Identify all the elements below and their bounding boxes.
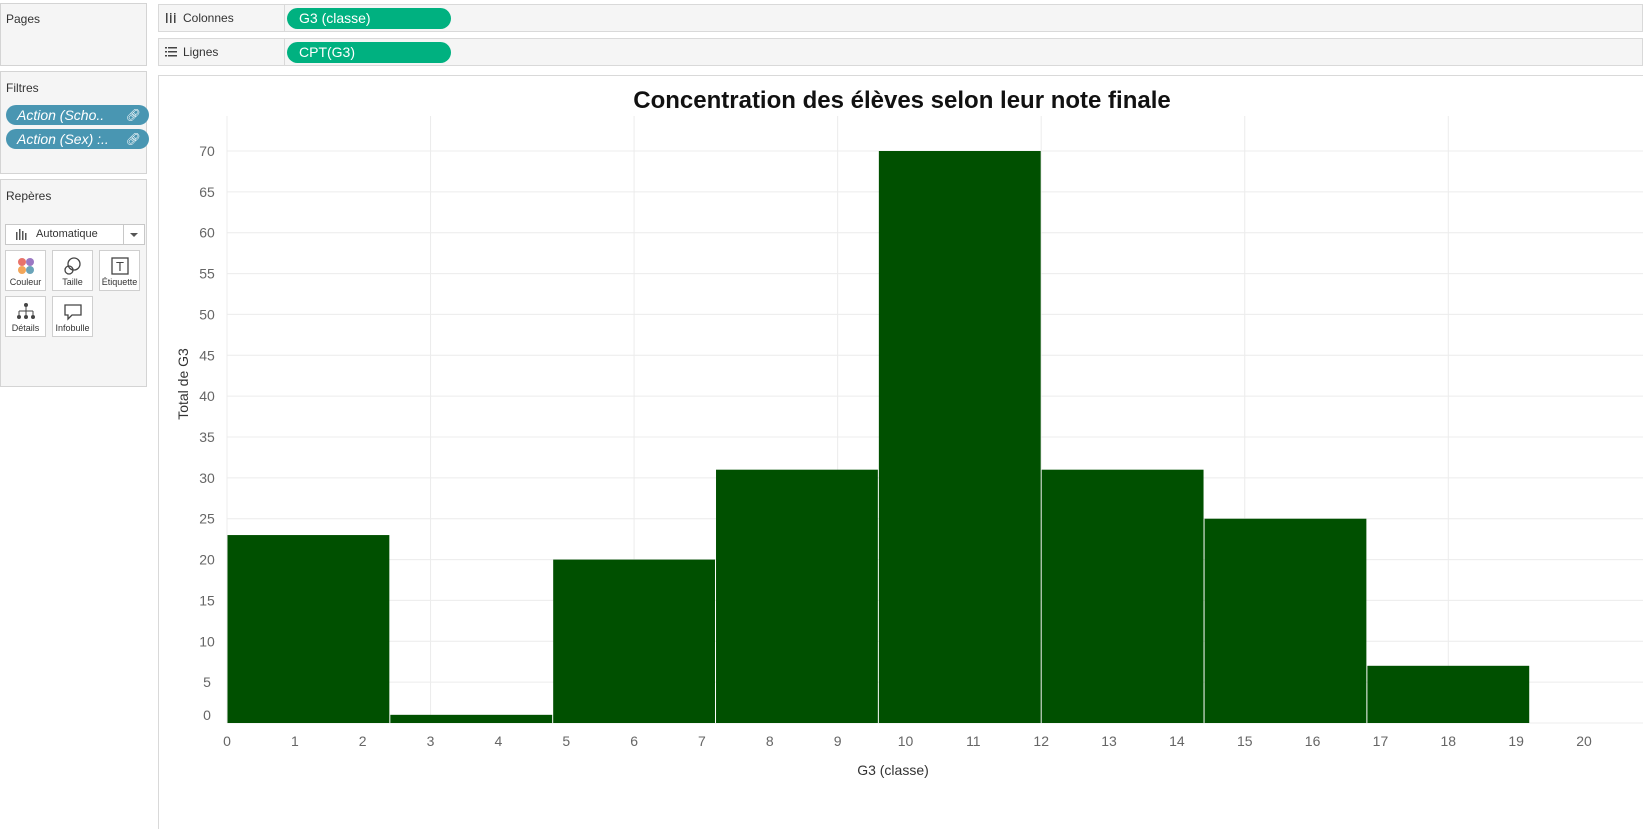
pages-panel: Pages: [0, 3, 147, 66]
mark-type-dropdown[interactable]: Automatique: [5, 224, 145, 245]
x-tick-label: 12: [1033, 733, 1049, 749]
rows-icon: [165, 47, 177, 57]
x-tick-label: 1: [291, 733, 299, 749]
filters-title: Filtres: [6, 81, 39, 95]
y-tick-label: 0: [203, 707, 211, 723]
columns-pill-g3-classe[interactable]: G3 (classe): [287, 8, 451, 29]
histogram-bar: [1204, 518, 1367, 723]
y-tick-label: 25: [199, 511, 215, 527]
filters-panel: Filtres Action (Scho.. 🔗︎ Action (Sex) :…: [0, 71, 149, 174]
filter-pill-sex[interactable]: Action (Sex) :.. 🔗︎: [6, 129, 149, 149]
rows-shelf-label: Lignes: [165, 45, 218, 59]
x-tick-label: 15: [1237, 733, 1253, 749]
x-tick-label: 8: [766, 733, 774, 749]
columns-shelf[interactable]: Colonnes G3 (classe): [158, 4, 1643, 32]
detail-hierarchy-icon: [6, 302, 45, 322]
rows-shelf[interactable]: Lignes CPT(G3): [158, 38, 1643, 66]
color-dots-icon: [6, 256, 45, 276]
histogram-bar: [390, 714, 553, 723]
filter-pill-label: Action (Sex) :..: [17, 131, 109, 147]
histogram-bar: [716, 469, 878, 723]
x-tick-label: 20: [1576, 733, 1592, 749]
x-tick-label: 10: [898, 733, 914, 749]
histogram-bar: [553, 559, 716, 723]
histogram-bar: [1041, 469, 1204, 723]
mark-type-value: Automatique: [36, 228, 98, 240]
y-tick-label: 20: [199, 552, 215, 568]
color-button-label: Couleur: [9, 277, 42, 287]
detail-button[interactable]: Détails: [5, 296, 46, 337]
size-circles-icon: [53, 256, 92, 276]
histogram-bar: [227, 535, 390, 723]
bar-chart-icon: [16, 229, 27, 240]
y-tick-label: 30: [199, 470, 215, 486]
pages-title: Pages: [6, 12, 41, 26]
x-tick-label: 7: [698, 733, 706, 749]
x-tick-label: 2: [359, 733, 367, 749]
x-axis-ticks: 0 1 2 3 4 5 6 7 8 9 10 11 12 13 14 15 16 17 18 19 20: [223, 733, 1592, 749]
y-tick-label: 40: [199, 388, 215, 404]
y-tick-label: 10: [199, 633, 215, 649]
filter-pill-label: Action (Scho..: [17, 107, 105, 123]
link-icon: 🔗︎: [125, 132, 141, 146]
color-button[interactable]: Couleur: [5, 250, 46, 291]
x-tick-label: 6: [630, 733, 638, 749]
tooltip-speech-icon: [53, 302, 92, 322]
x-tick-label: 3: [427, 733, 435, 749]
y-tick-label: 55: [199, 266, 215, 282]
dropdown-caret[interactable]: [123, 225, 144, 244]
label-t-icon: T: [100, 256, 139, 276]
rows-label-text: Lignes: [183, 45, 219, 59]
y-tick-label: 15: [199, 592, 215, 608]
columns-label-text: Colonnes: [183, 11, 234, 25]
y-axis-label: Total de G3: [175, 348, 191, 420]
x-tick-label: 13: [1101, 733, 1117, 749]
chart-title: Concentration des élèves selon leur note…: [633, 87, 1170, 114]
size-button-label: Taille: [62, 277, 83, 287]
x-tick-label: 5: [562, 733, 570, 749]
chart-area: Concentration des élèves selon leur note…: [158, 75, 1643, 829]
x-tick-label: 18: [1441, 733, 1457, 749]
tooltip-button-label: Infobulle: [55, 323, 90, 333]
size-button[interactable]: Taille: [52, 250, 93, 291]
histogram-chart[interactable]: Concentration des élèves selon leur note…: [159, 76, 1643, 829]
columns-shelf-label: Colonnes: [165, 11, 234, 25]
x-tick-label: 4: [495, 733, 503, 749]
shelf-divider: [284, 39, 285, 65]
rows-pill-cpt-g3[interactable]: CPT(G3): [287, 42, 451, 63]
link-icon: 🔗︎: [125, 108, 141, 122]
svg-text:T: T: [116, 259, 124, 274]
y-tick-label: 45: [199, 347, 215, 363]
y-tick-label: 60: [199, 225, 215, 241]
x-tick-label: 11: [966, 733, 981, 749]
y-tick-label: 50: [199, 306, 215, 322]
tooltip-button[interactable]: Infobulle: [52, 296, 93, 337]
shelf-divider: [284, 5, 285, 31]
x-tick-label: 0: [223, 733, 231, 749]
x-tick-label: 14: [1169, 733, 1185, 749]
histogram-bar: [1367, 665, 1530, 723]
y-tick-label: 5: [203, 674, 211, 690]
chart-bars: [227, 151, 1530, 723]
filter-pill-school[interactable]: Action (Scho.. 🔗︎: [6, 105, 149, 125]
columns-icon: [166, 13, 176, 23]
label-button[interactable]: T Étiquette: [99, 250, 140, 291]
x-tick-label: 9: [834, 733, 842, 749]
marks-title: Repères: [6, 189, 52, 203]
detail-button-label: Détails: [11, 323, 40, 333]
y-tick-label: 65: [199, 184, 215, 200]
histogram-bar: [878, 151, 1041, 723]
y-tick-label: 70: [199, 143, 215, 159]
x-tick-label: 17: [1373, 733, 1389, 749]
x-axis-label: G3 (classe): [857, 762, 929, 778]
x-tick-label: 19: [1508, 733, 1524, 749]
y-axis-ticks: 0 5 10 15 20 25 30 35 40 45 50 55 60 65 70: [199, 143, 215, 723]
label-button-label: Étiquette: [101, 277, 138, 287]
x-tick-label: 16: [1305, 733, 1321, 749]
y-tick-label: 35: [199, 429, 215, 445]
chevron-down-icon: [130, 233, 138, 237]
